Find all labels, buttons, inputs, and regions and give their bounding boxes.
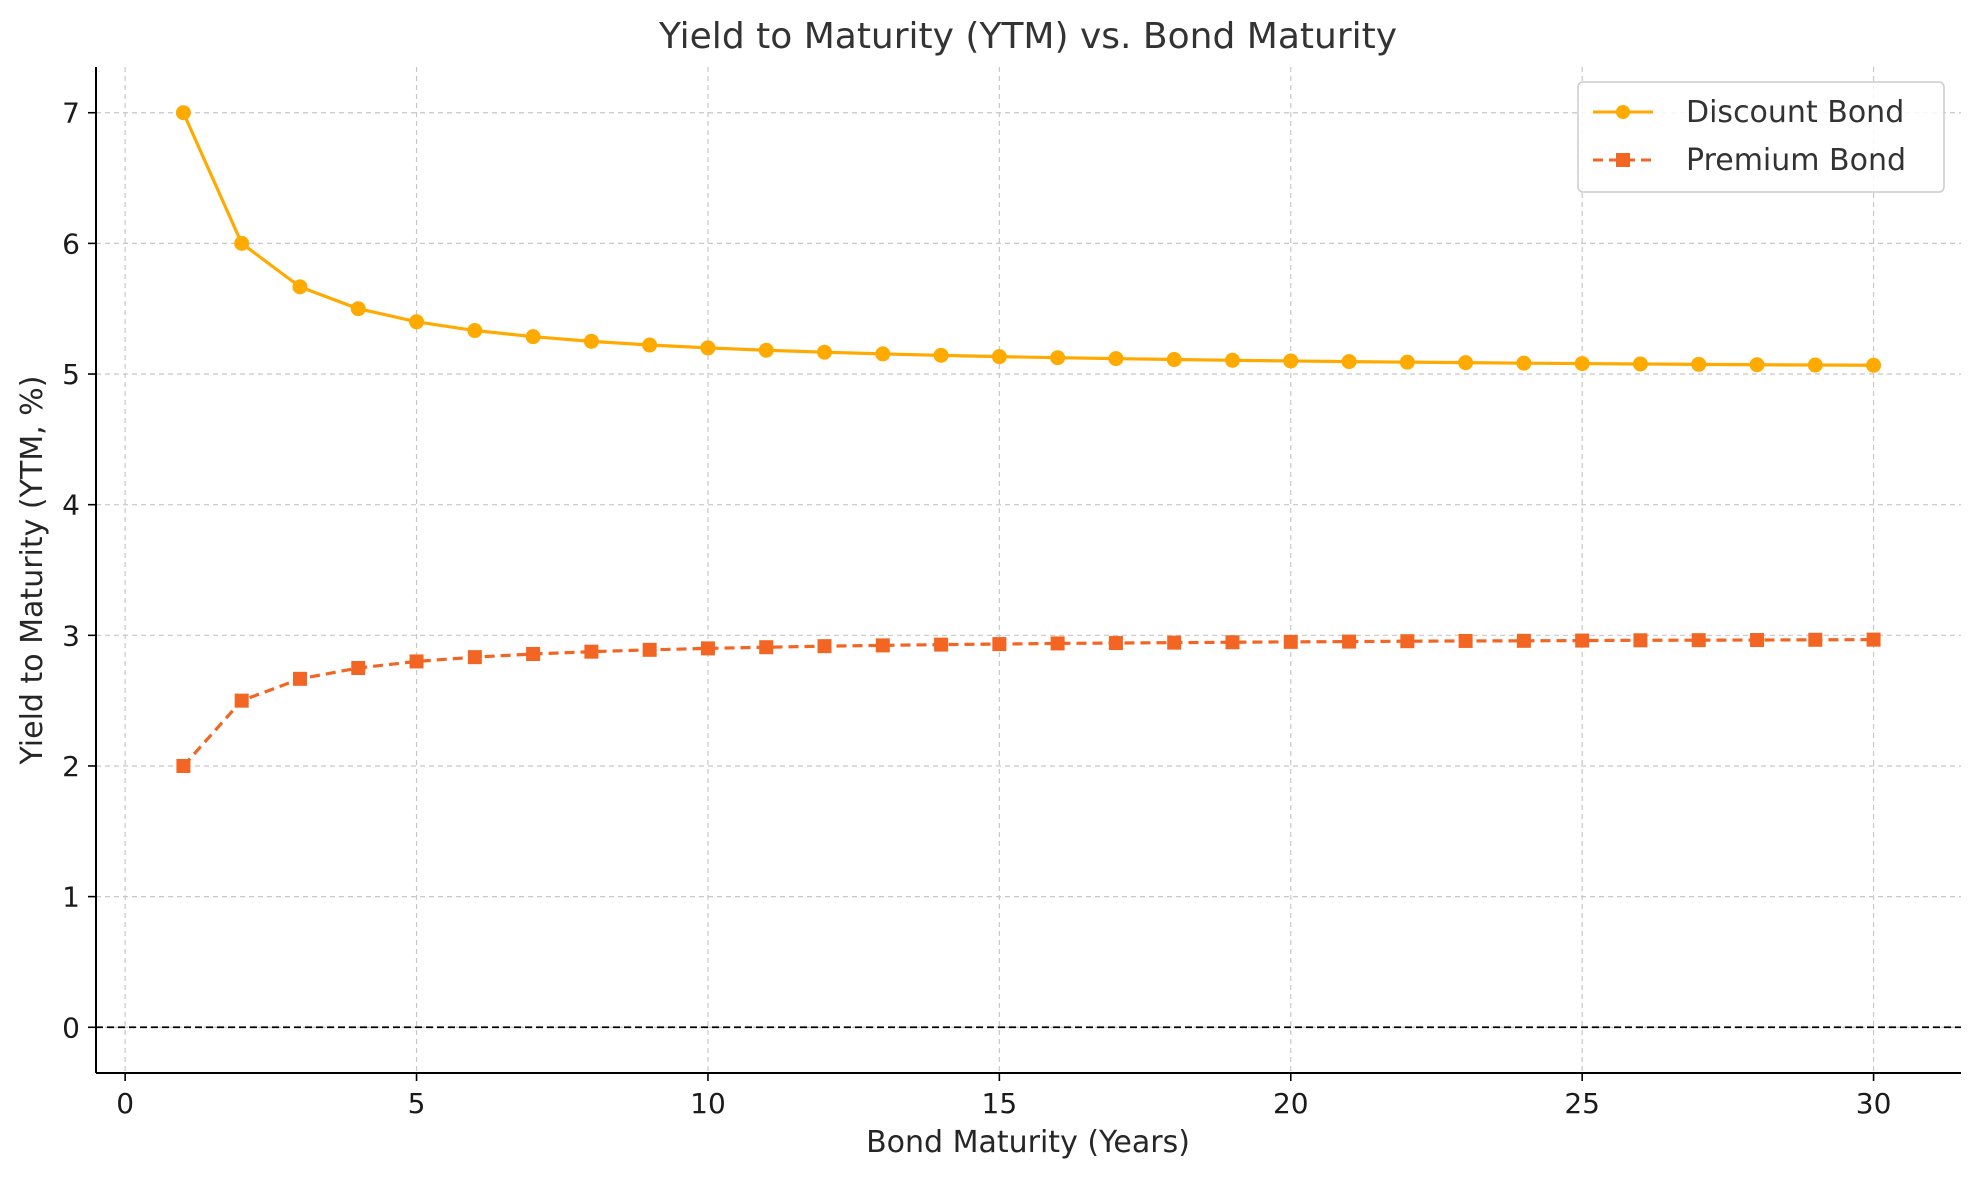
legend-discount-label: Discount Bond [1686, 95, 1904, 130]
premium-bond-line [182, 638, 1874, 768]
premium-bond-point [1108, 636, 1123, 651]
discount-bond-point [1283, 353, 1299, 369]
tick-layer: 0 5 10 15 20 25 30 0 1 2 3 4 5 6 7 [62, 97, 1891, 1120]
discount-bond-point [991, 349, 1007, 365]
y-tick-label: 4 [62, 489, 80, 522]
chart-title: Yield to Maturity (YTM) vs. Bond Maturit… [658, 16, 1397, 57]
x-tick-label: 10 [690, 1087, 726, 1120]
premium-bond-point [1575, 633, 1590, 648]
premium-bond-point [1750, 633, 1765, 648]
discount-bond-point [642, 337, 658, 353]
discount-bond-point [1050, 350, 1066, 366]
discount-bond-point [1632, 356, 1648, 372]
premium-bond-point [934, 637, 949, 652]
discount-bond-point [583, 333, 599, 349]
y-tick-label: 1 [62, 881, 80, 914]
x-tick-label: 25 [1564, 1087, 1600, 1120]
premium-bond-point [526, 647, 541, 662]
legend-discount-marker [1616, 105, 1630, 119]
discount-bond-point [1574, 356, 1590, 372]
discount-bond-point [409, 314, 425, 330]
discount-bond-point [467, 323, 483, 339]
discount-bond-point [350, 301, 366, 317]
discount-bond-point [1341, 354, 1357, 370]
premium-bond-point [409, 654, 424, 669]
x-tick-label: 30 [1856, 1087, 1892, 1120]
y-tick-label: 2 [62, 750, 80, 783]
premium-bond-point [467, 650, 482, 665]
premium-bond-point [1691, 633, 1706, 648]
x-axis-title: Bond Maturity (Years) [866, 1125, 1190, 1160]
discount-bond-point [525, 329, 541, 345]
discount-bond-point [1691, 356, 1707, 372]
premium-bond-point [1866, 632, 1881, 647]
discount-bond-point [1166, 352, 1182, 368]
premium-bond-point [292, 671, 307, 686]
legend: Discount Bond Premium Bond [1577, 81, 1945, 193]
discount-bond-point [700, 340, 716, 356]
premium-bond-point [759, 640, 774, 655]
premium-bond-point [700, 641, 715, 656]
premium-bond-point [1050, 636, 1065, 651]
y-tick-label: 6 [62, 227, 80, 260]
premium-bond-point [584, 644, 599, 659]
y-tick-label: 5 [62, 358, 80, 391]
discount-bond-line [181, 112, 1874, 367]
premium-bond-point [875, 638, 890, 653]
discount-bond-point [1224, 352, 1240, 368]
discount-bond-point [1458, 355, 1474, 371]
discount-bond-point [1807, 357, 1823, 373]
x-tick-label: 15 [982, 1087, 1018, 1120]
premium-bond-point [1167, 635, 1182, 650]
discount-bond-point [817, 344, 833, 360]
premium-bond-point [1808, 632, 1823, 647]
y-tick-label: 7 [62, 97, 80, 130]
discount-bond-point [292, 279, 308, 295]
axes-layer [95, 67, 1961, 1074]
discount-bond-point [1399, 354, 1415, 370]
x-tick-label: 20 [1273, 1087, 1309, 1120]
x-tick-label: 5 [408, 1087, 426, 1120]
discount-bond-point [1516, 355, 1532, 371]
discount-bond-point [234, 235, 250, 251]
premium-bond-point [1516, 633, 1531, 648]
x-tick-label: 0 [116, 1087, 134, 1120]
premium-bond-point [234, 693, 249, 708]
discount-bond-point [1108, 351, 1124, 367]
legend-box [1577, 81, 1945, 193]
premium-bond-point [1633, 633, 1648, 648]
legend-premium-marker [1616, 153, 1630, 167]
premium-bond-point [176, 758, 191, 773]
premium-bond-point [1225, 635, 1240, 650]
discount-bond-point [1866, 357, 1882, 373]
discount-bond-point [933, 347, 949, 363]
premium-bond-point [351, 660, 366, 675]
premium-bond-point [1283, 634, 1298, 649]
y-tick-label: 0 [62, 1011, 80, 1044]
y-tick-label: 3 [62, 619, 80, 652]
premium-bond-point [1400, 634, 1415, 649]
premium-bond-point [992, 637, 1007, 652]
premium-bond-point [642, 642, 657, 657]
premium-bond-point [817, 639, 832, 654]
premium-bond-point [1342, 634, 1357, 649]
grid-lines [96, 67, 1961, 1073]
y-axis-title: Yield to Maturity (YTM, %) [15, 376, 50, 766]
discount-bond-point [1749, 357, 1765, 373]
premium-bond-point [1458, 633, 1473, 648]
legend-premium-label: Premium Bond [1686, 143, 1906, 178]
series-layer [175, 105, 1882, 773]
discount-bond-point [175, 105, 191, 121]
discount-bond-point [758, 342, 774, 358]
discount-bond-point [875, 346, 891, 362]
